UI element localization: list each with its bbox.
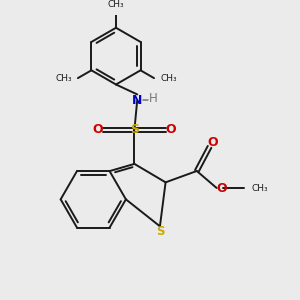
Text: CH₃: CH₃ [160,74,177,82]
Text: CH₃: CH₃ [251,184,268,193]
Text: CH₃: CH₃ [108,0,124,9]
Text: O: O [207,136,218,149]
Text: S: S [156,225,164,238]
Text: O: O [216,182,227,194]
Text: O: O [93,123,104,136]
Text: H: H [148,92,157,105]
Text: O: O [165,123,176,136]
Text: CH₃: CH₃ [55,74,72,82]
Text: S: S [130,123,139,136]
Text: N: N [132,94,142,106]
